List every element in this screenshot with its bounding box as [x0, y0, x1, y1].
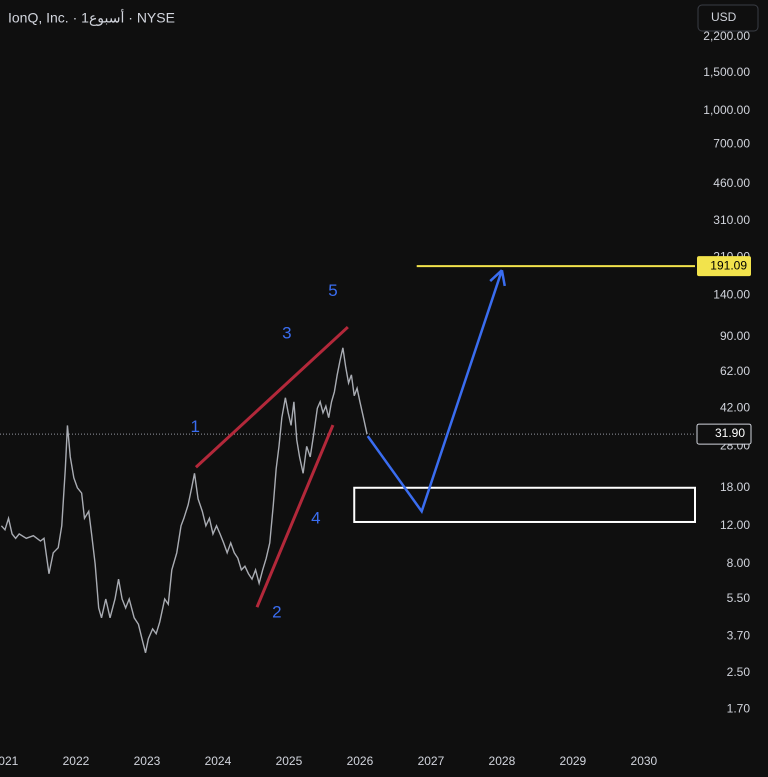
x-tick-label: 2026 [347, 754, 374, 768]
axes: 2,200.00 1,500.00 1,000.00 700.00 460.00 310.… [0, 29, 752, 768]
wave-label: 5 [328, 281, 337, 300]
y-tick-label: 700.00 [713, 136, 750, 150]
y-tick-label: 42.00 [720, 400, 750, 414]
y-tick-label: 90.00 [720, 329, 750, 343]
x-tick-label: 2027 [418, 754, 445, 768]
target-price-box [697, 256, 751, 277]
x-tick-label: 2023 [134, 754, 161, 768]
wave-label: 3 [282, 323, 291, 342]
trendline [255, 424, 335, 608]
wave-label: 4 [311, 508, 320, 527]
price-line [0, 347, 368, 653]
y-tick-label: 1.70 [727, 701, 751, 715]
chart-title: IonQ, Inc. · 1أسبوع · NYSE [8, 8, 175, 27]
y-tick-label: 12.00 [720, 518, 750, 532]
wave-label: 1 [190, 417, 199, 436]
last-price-label: 31.90 [715, 426, 745, 440]
y-tick-label: 1,500.00 [703, 65, 750, 79]
y-tick-label: 460.00 [713, 176, 750, 190]
y-tick-label: 310.00 [713, 213, 750, 227]
target-zone [353, 486, 696, 523]
y-tick-label: 2.50 [727, 665, 751, 679]
currency-button[interactable] [697, 4, 759, 32]
wave-label: 2 [272, 603, 281, 622]
y-tick-label: 1,000.00 [703, 103, 750, 117]
x-tick-label: 2025 [276, 754, 303, 768]
y-tick-label: 62.00 [720, 364, 750, 378]
y-tick-label: 18.00 [720, 480, 750, 494]
last-price-box [696, 423, 752, 445]
y-tick-label: 3.70 [727, 628, 751, 642]
y-tick-label: 140.00 [713, 287, 750, 301]
x-tick-label: 2028 [489, 754, 516, 768]
x-tick-label: 2022 [63, 754, 90, 768]
y-tick-label: 8.00 [727, 556, 751, 570]
arrow-head [489, 269, 506, 287]
currency-label[interactable]: USD [711, 10, 737, 24]
x-tick-label: 2024 [205, 754, 232, 768]
x-tick-label: 2029 [560, 754, 587, 768]
x-tick-label: 2030 [631, 754, 658, 768]
y-tick-label: 2,200.00 [703, 29, 750, 43]
target-price-label: 191.09 [710, 258, 747, 272]
plot: 1 2 3 4 5 [0, 265, 696, 653]
y-tick-label: 5.50 [727, 591, 751, 605]
x-tick-label: 2021 [0, 754, 19, 768]
trendline [194, 325, 349, 469]
projection-path [366, 269, 504, 515]
